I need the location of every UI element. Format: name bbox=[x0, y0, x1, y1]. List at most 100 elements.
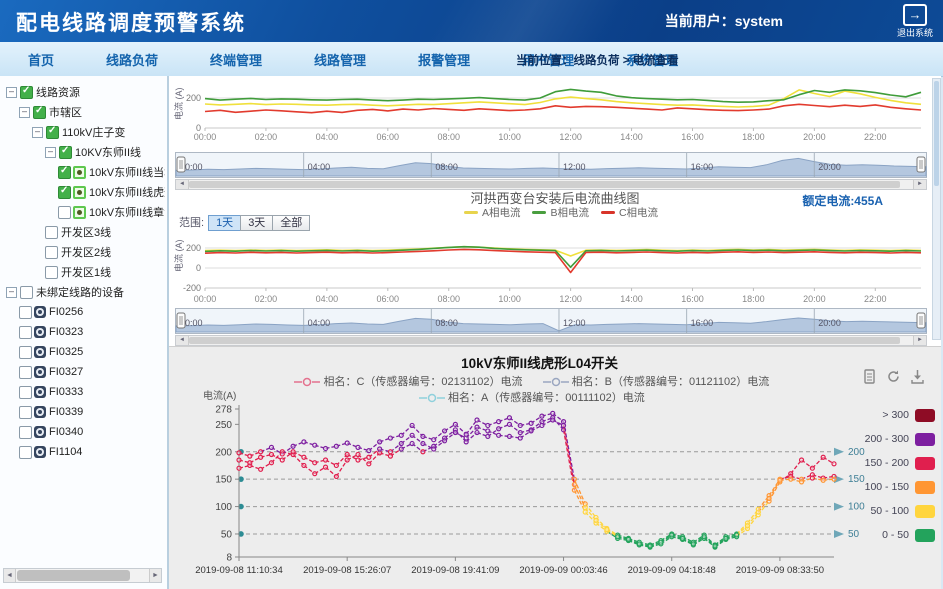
svg-text:250: 250 bbox=[215, 420, 232, 431]
tree-checkbox[interactable] bbox=[19, 405, 32, 419]
tree-item-label: 10kV东师II线章江L0 bbox=[89, 207, 165, 219]
scroll-right-icon[interactable]: ► bbox=[913, 336, 926, 345]
tree-checkbox[interactable] bbox=[19, 385, 32, 399]
tree-checkbox[interactable] bbox=[59, 145, 72, 159]
visual-map-swatch bbox=[915, 408, 935, 422]
tree-item[interactable]: – 10KV东师II线 bbox=[2, 142, 165, 162]
tree-checkbox[interactable] bbox=[58, 205, 71, 219]
tree-item[interactable]: FI0325 bbox=[2, 342, 165, 362]
nav-items: 首页 线路负荷 终端管理 线路管理 报警管理 用户管理 系统管理 bbox=[28, 50, 678, 69]
nav-item[interactable]: 报警管理 bbox=[418, 53, 471, 68]
tree-item[interactable]: FI0323 bbox=[2, 322, 165, 342]
tree-item[interactable]: – 线路资源 bbox=[2, 82, 165, 102]
legend-label: C相电流 bbox=[618, 207, 659, 219]
scroll-right-icon[interactable]: ► bbox=[913, 180, 926, 189]
scroll-left-icon[interactable]: ◄ bbox=[176, 180, 189, 189]
tree-item[interactable]: 开发区2线 bbox=[2, 242, 165, 262]
tree-checkbox[interactable] bbox=[58, 185, 71, 199]
tree-checkbox[interactable] bbox=[19, 325, 32, 339]
navigator-mid[interactable]: 00:00 04:00 08:00 12:00 16:00 20:00 bbox=[175, 308, 927, 334]
navigator-top[interactable]: 00:00 04:00 08:00 12:00 16:00 20:00 bbox=[175, 152, 927, 178]
chart-top-scrollbar[interactable]: ◄ ► bbox=[175, 179, 927, 190]
tree-checkbox[interactable] bbox=[45, 245, 58, 259]
tree-item[interactable]: 10kV东师II线当墙L0 bbox=[2, 162, 165, 182]
tree-expander-icon[interactable]: – bbox=[32, 126, 43, 138]
tree-item[interactable]: FI0340 bbox=[2, 422, 165, 442]
scroll-left-icon[interactable]: ◄ bbox=[176, 336, 189, 345]
tree-checkbox[interactable] bbox=[46, 125, 59, 139]
tree-item[interactable]: FI0339 bbox=[2, 402, 165, 422]
tree-checkbox[interactable] bbox=[19, 445, 32, 459]
scrollbar-thumb[interactable] bbox=[17, 570, 131, 581]
tree-checkbox[interactable] bbox=[19, 425, 32, 439]
tree-item[interactable]: – 市辖区 bbox=[2, 102, 165, 122]
tree-item[interactable]: FI0256 bbox=[2, 302, 165, 322]
visual-map-item[interactable]: 0 - 50 bbox=[865, 523, 935, 547]
tree-item-label: 10kV东师II线虎形L0 bbox=[89, 187, 165, 199]
tree-checkbox[interactable] bbox=[20, 285, 33, 299]
svg-text:04:00: 04:00 bbox=[316, 132, 339, 142]
range-button[interactable]: 3天 bbox=[240, 215, 274, 231]
svg-text:12:00: 12:00 bbox=[563, 162, 586, 172]
nav-item[interactable]: 首页 bbox=[28, 53, 55, 68]
switch-chart-title: 10kV东师II线虎形L04开关 bbox=[461, 356, 618, 371]
scrollbar-thumb[interactable] bbox=[189, 181, 900, 188]
scrollbar-thumb[interactable] bbox=[189, 337, 900, 344]
tree-checkbox[interactable] bbox=[19, 305, 32, 319]
legend-item[interactable]: 相名：C（传感器编号：02131102）电流 bbox=[294, 376, 523, 388]
tree-item[interactable]: – 未绑定线路的设备 bbox=[2, 282, 165, 302]
nav-item[interactable]: 线路负荷 bbox=[106, 53, 159, 68]
scrollbar-thumb[interactable] bbox=[934, 81, 939, 186]
tree-checkbox[interactable] bbox=[19, 345, 32, 359]
nav-item[interactable]: 终端管理 bbox=[210, 53, 263, 68]
tree-expander-icon[interactable]: – bbox=[6, 286, 17, 298]
line-chart-top[interactable]: 200 000:00 02:00 04:00 06:00 08:00 10:00 12:00 1… bbox=[175, 80, 927, 148]
tree-checkbox[interactable] bbox=[58, 165, 71, 179]
logout-icon: → bbox=[903, 4, 927, 26]
tree-item[interactable]: 10kV东师II线虎形L0 bbox=[2, 182, 165, 202]
tree-checkbox[interactable] bbox=[45, 225, 58, 239]
legend-item[interactable]: B相电流 bbox=[520, 207, 589, 219]
tree-item[interactable]: FI0327 bbox=[2, 362, 165, 382]
nav-item[interactable]: 线路管理 bbox=[314, 53, 367, 68]
visual-map-item[interactable]: 200 - 300 bbox=[865, 427, 935, 451]
nav-item[interactable]: 用户管理 bbox=[522, 53, 575, 68]
tree-checkbox[interactable] bbox=[45, 265, 58, 279]
legend-item[interactable]: 相名：A（传感器编号：00111102）电流 bbox=[418, 392, 645, 404]
chart-mid-scrollbar[interactable]: ◄ ► bbox=[175, 335, 927, 346]
legend-item[interactable]: C相电流 bbox=[589, 207, 658, 219]
visual-map-item[interactable]: 150 - 200 bbox=[865, 451, 935, 475]
piecewise-line-chart[interactable]: 200150100502782502001501005082019-09-08 … bbox=[189, 397, 889, 589]
scroll-left-icon[interactable]: ◄ bbox=[4, 569, 16, 582]
nav-item[interactable]: 系统管理 bbox=[626, 53, 679, 68]
tree-checkbox[interactable] bbox=[19, 365, 32, 379]
refresh-icon[interactable] bbox=[886, 369, 901, 384]
tree-expander-icon[interactable]: – bbox=[45, 146, 56, 158]
main-vertical-scrollbar[interactable] bbox=[932, 78, 941, 340]
tree-item[interactable]: FI0333 bbox=[2, 382, 165, 402]
svg-text:18:00: 18:00 bbox=[742, 132, 765, 142]
scroll-right-icon[interactable]: ► bbox=[149, 569, 161, 582]
visual-map-item[interactable]: 50 - 100 bbox=[865, 499, 935, 523]
tree-item[interactable]: 开发区3线 bbox=[2, 222, 165, 242]
visual-map-item[interactable]: > 300 bbox=[865, 403, 935, 427]
data-view-icon[interactable] bbox=[862, 369, 877, 384]
tree-item[interactable]: 开发区1线 bbox=[2, 262, 165, 282]
range-button[interactable]: 1天 bbox=[208, 215, 242, 231]
svg-text:12:00: 12:00 bbox=[563, 318, 586, 328]
legend-item[interactable]: A相电流 bbox=[452, 207, 520, 219]
tree-item[interactable]: 10kV东师II线章江L0 bbox=[2, 202, 165, 222]
tree-expander-icon[interactable]: – bbox=[19, 106, 30, 118]
legend-item[interactable]: 相名：B（传感器编号：01121102）电流 bbox=[542, 376, 769, 388]
visual-map-item[interactable]: 100 - 150 bbox=[865, 475, 935, 499]
download-icon[interactable] bbox=[910, 369, 925, 384]
logout-button[interactable]: → 退出系统 bbox=[895, 4, 935, 39]
tree-expander-icon[interactable]: – bbox=[6, 86, 17, 98]
range-button[interactable]: 全部 bbox=[272, 215, 311, 231]
tree-item[interactable]: FI1104 bbox=[2, 442, 165, 462]
sidebar-horizontal-scrollbar[interactable]: ◄ ► bbox=[3, 568, 162, 583]
tree-checkbox[interactable] bbox=[33, 105, 46, 119]
tree-item[interactable]: – 110kV庄子变 bbox=[2, 122, 165, 142]
tree-checkbox[interactable] bbox=[20, 85, 33, 99]
